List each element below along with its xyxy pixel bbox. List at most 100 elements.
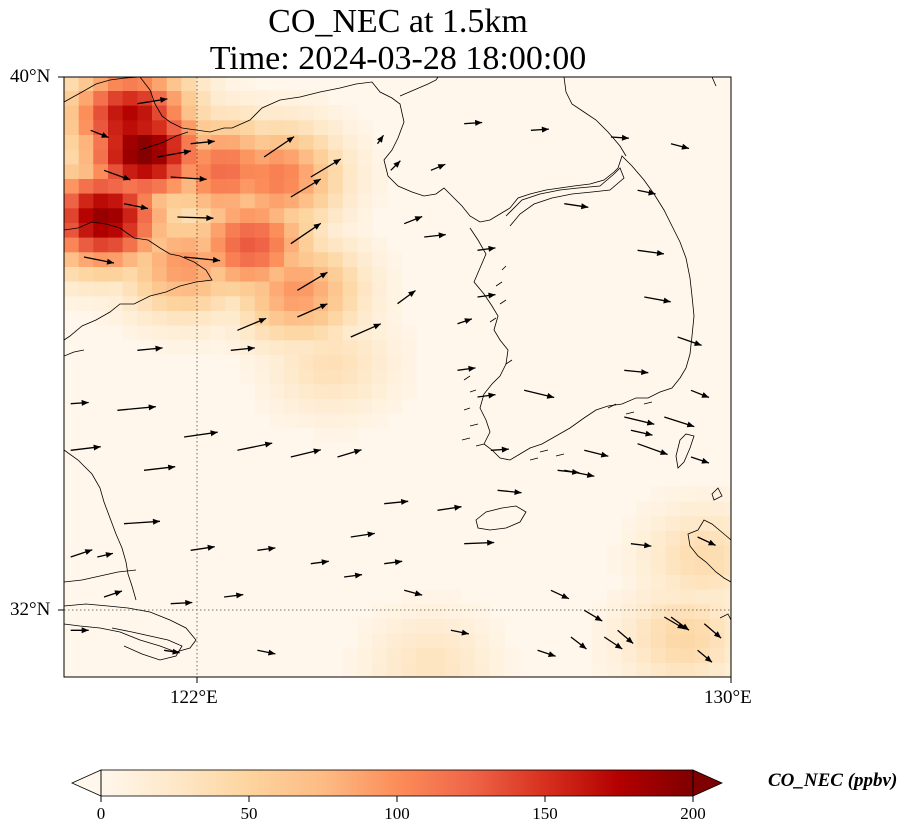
concentration-cell (695, 515, 711, 531)
concentration-cell (181, 325, 197, 341)
concentration-cell (621, 574, 637, 590)
concentration-cell (254, 354, 271, 370)
concentration-cell (166, 77, 182, 91)
concentration-cell (298, 222, 315, 238)
concentration-cell (357, 662, 373, 677)
graticule (64, 77, 731, 677)
concentration-cell (269, 266, 285, 282)
concentration-cell (357, 647, 373, 663)
concentration-cell (636, 603, 652, 619)
concentration-cell (269, 207, 285, 223)
concentration-cell (137, 295, 153, 311)
wind-arrow (224, 592, 244, 599)
concentration-cell (386, 354, 403, 370)
wind-arrow (637, 443, 668, 456)
concentration-cell (122, 310, 138, 326)
wind-arrow (137, 345, 163, 352)
concentration-cell (489, 662, 505, 677)
wind-arrow (464, 119, 483, 126)
concentration-cell (196, 222, 212, 238)
concentration-cell (152, 77, 168, 91)
concentration-cell (328, 398, 344, 414)
concentration-cell (724, 662, 731, 677)
concentration-cell (695, 530, 711, 546)
concentration-cell (137, 222, 153, 238)
concentration-cell (342, 398, 359, 414)
concentration-cell (636, 647, 652, 663)
concentration-cell (328, 266, 344, 282)
concentration-cell (460, 662, 476, 677)
concentration-cell (651, 545, 667, 561)
concentration-cell (284, 369, 300, 385)
concentration-cell (342, 222, 359, 238)
concentration-cell (606, 545, 623, 561)
concentration-cell (651, 559, 667, 575)
concentration-cell (152, 310, 168, 326)
concentration-cell (196, 310, 212, 326)
concentration-cell (269, 310, 285, 326)
concentration-cell (254, 325, 271, 341)
concentration-cell (401, 662, 417, 677)
concentration-cell (460, 633, 476, 649)
concentration-cell (78, 105, 94, 121)
wind-arrow (123, 203, 149, 210)
concentration-cell (254, 222, 271, 238)
concentration-cell (181, 266, 197, 282)
concentration-cell (313, 310, 329, 326)
concentration-cell (240, 237, 256, 253)
concentration-cell (342, 178, 359, 194)
concentration-cell (636, 662, 652, 677)
concentration-cell (386, 295, 403, 311)
concentration-cell (621, 618, 637, 634)
concentration-cell (240, 105, 256, 121)
wind-arrow (630, 429, 653, 437)
concentration-cell (665, 589, 681, 605)
concentration-cell (78, 207, 94, 223)
colorbar-label-100: 100 (384, 804, 410, 823)
concentration-cell (225, 193, 241, 209)
concentration-cell (298, 134, 315, 150)
wind-arrow (117, 404, 156, 411)
concentration-cell (430, 633, 447, 649)
colorbar-gradient (101, 770, 693, 796)
concentration-cell (445, 589, 461, 605)
concentration-cell (78, 237, 94, 253)
wind-arrow (437, 504, 462, 511)
concentration-cell (166, 207, 182, 223)
concentration-cell (181, 295, 197, 311)
axis-ticks (58, 76, 732, 683)
concentration-cell (357, 398, 373, 414)
kyushu-coast (687, 487, 731, 621)
bohai-coast (64, 221, 213, 341)
concentration-cell (196, 339, 212, 355)
concentration-cell (342, 339, 359, 355)
wind-arrow (350, 323, 382, 338)
concentration-cell (401, 354, 417, 370)
concentration-cell (651, 589, 667, 605)
concentration-cell (695, 559, 711, 575)
concentration-cell (166, 339, 182, 355)
concentration-cell (108, 251, 124, 267)
concentration-cell (416, 633, 432, 649)
wind-arrow (170, 599, 193, 606)
concentration-cell (665, 501, 681, 517)
concentration-cell (225, 325, 241, 341)
concentration-cell (122, 251, 138, 267)
concentration-cell (709, 589, 725, 605)
concentration-cell (122, 295, 138, 311)
concentration-cell (328, 105, 344, 121)
wind-arrow (664, 416, 695, 428)
concentration-cell (269, 383, 285, 399)
concentration-cell (416, 647, 432, 663)
concentration-cell (357, 266, 373, 282)
jeju-island (475, 505, 527, 531)
concentration-cell (254, 310, 271, 326)
concentration-cell (372, 647, 388, 663)
wind-arrow (477, 392, 496, 399)
concentration-cell (284, 105, 300, 121)
concentration-cell (430, 589, 447, 605)
concentration-cell (636, 589, 652, 605)
concentration-cell (680, 559, 696, 575)
concentration-cell (166, 266, 182, 282)
